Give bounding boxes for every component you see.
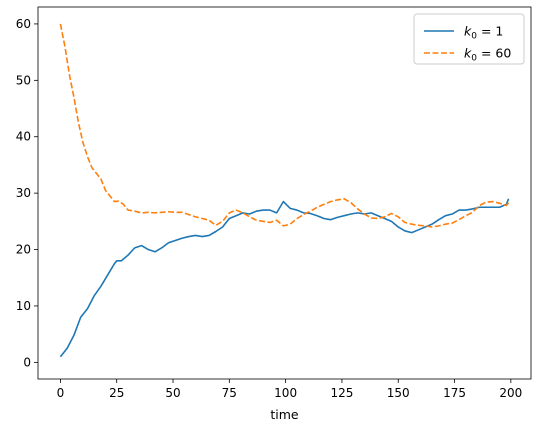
x-tick-label: 150 bbox=[387, 386, 410, 400]
y-axis: 0 10 20 30 40 50 60 bbox=[16, 17, 38, 369]
y-tick-label: 10 bbox=[16, 299, 31, 313]
series-line-2 bbox=[59, 23, 510, 228]
plot-frame bbox=[37, 6, 532, 380]
legend-label-2: k0 = 60 bbox=[464, 46, 511, 64]
legend-label-1: k0 = 1 bbox=[464, 24, 503, 42]
x-tick-label: 50 bbox=[165, 386, 180, 400]
x-axis-label: time bbox=[270, 407, 299, 422]
x-tick-label: 0 bbox=[57, 386, 65, 400]
x-tick-label: 200 bbox=[499, 386, 522, 400]
y-tick-label: 60 bbox=[16, 17, 31, 31]
x-tick-label: 175 bbox=[443, 386, 466, 400]
y-tick-label: 50 bbox=[16, 73, 31, 87]
y-tick-label: 30 bbox=[16, 186, 31, 200]
series-line-1 bbox=[59, 198, 510, 358]
x-tick-label: 100 bbox=[274, 386, 297, 400]
y-tick-label: 20 bbox=[16, 243, 31, 257]
x-tick-label: 125 bbox=[330, 386, 353, 400]
y-tick-label: 0 bbox=[23, 355, 31, 369]
x-axis: 0 25 50 75 100 125 150 175 200 bbox=[57, 379, 522, 400]
x-tick-label: 25 bbox=[109, 386, 124, 400]
x-tick-label: 75 bbox=[222, 386, 237, 400]
y-tick-label: 40 bbox=[16, 130, 31, 144]
legend-box bbox=[413, 13, 525, 65]
plot-series bbox=[59, 23, 510, 358]
legend: k0 = 1 k0 = 60 bbox=[413, 13, 525, 65]
